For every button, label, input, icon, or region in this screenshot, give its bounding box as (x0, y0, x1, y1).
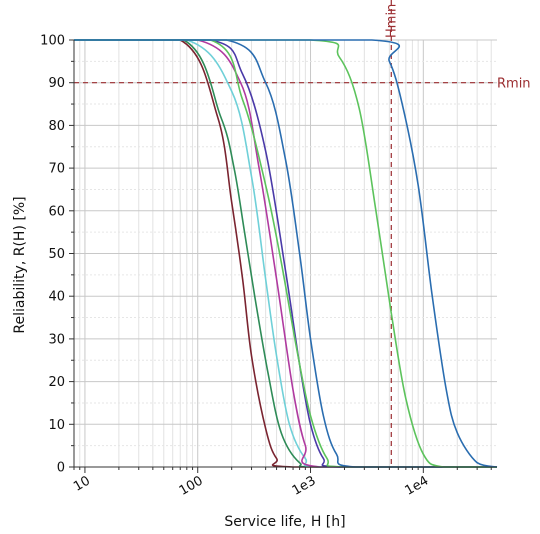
y-tick-label: 20 (48, 375, 65, 390)
y-tick-label: 40 (48, 290, 65, 305)
y-tick-label: 100 (40, 34, 65, 49)
rmin-label: Rmin (497, 77, 531, 92)
x-tick-label: 1e3 (290, 473, 319, 498)
y-tick-label: 70 (48, 162, 65, 177)
x-axis-label: Service life, H [h] (224, 514, 345, 530)
reference-lines: Hmin Rmin (74, 0, 531, 467)
x-tick-label: 1e4 (403, 473, 432, 498)
y-tick-label: 90 (48, 76, 65, 91)
x-tick-label: 10 (71, 473, 93, 494)
series-line-7 (73, 39, 497, 468)
y-tick-label: 30 (48, 332, 65, 347)
hmin-label: Hmin (384, 4, 399, 38)
series-line-9 (73, 39, 498, 468)
y-axis-label: Reliability, R(H) [%] (12, 196, 28, 333)
y-tick-label: 0 (57, 461, 65, 476)
x-tick-label: 100 (177, 473, 206, 498)
y-tick-label: 50 (48, 247, 65, 262)
series-line-6 (73, 39, 497, 468)
y-tick-label: 80 (48, 119, 65, 134)
y-tick-label: 60 (48, 204, 65, 219)
grid (73, 39, 497, 468)
y-tick-label: 10 (48, 418, 65, 433)
